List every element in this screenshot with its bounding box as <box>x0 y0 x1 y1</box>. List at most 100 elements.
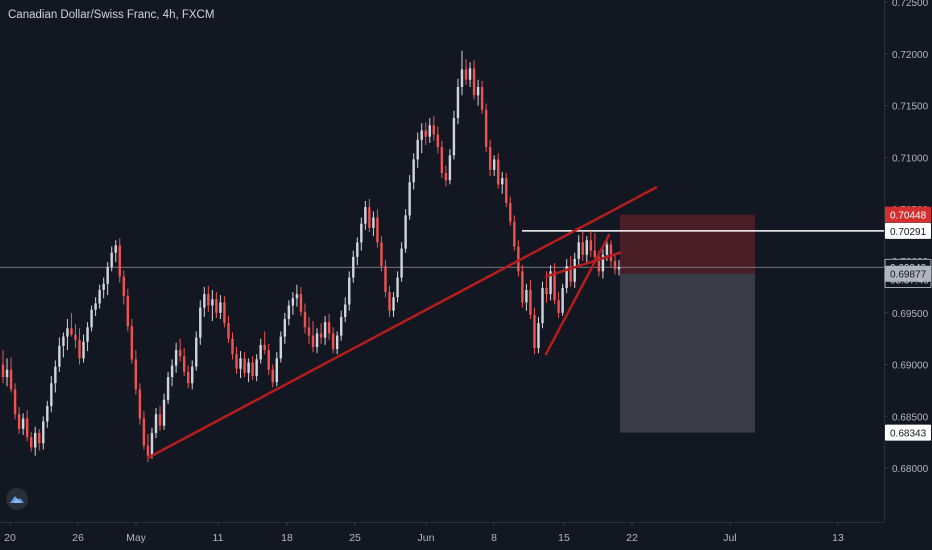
candle <box>589 240 593 251</box>
candle <box>78 339 81 359</box>
candle <box>541 287 544 324</box>
tradingview-logo-icon[interactable] <box>6 488 28 510</box>
candle <box>581 242 584 255</box>
candle <box>533 314 536 348</box>
candle <box>34 432 37 448</box>
candle <box>98 290 101 304</box>
candle <box>122 276 125 297</box>
price-label-text: 0.68343 <box>890 429 927 440</box>
candle <box>497 159 500 185</box>
price-label[interactable]: 0.70291 <box>885 222 931 239</box>
candle <box>247 362 250 373</box>
candle <box>557 300 560 313</box>
candle <box>174 350 178 366</box>
candle <box>162 399 166 426</box>
candle <box>319 333 323 338</box>
candle <box>231 338 234 355</box>
candle <box>58 345 61 367</box>
candle <box>1 364 5 377</box>
candle <box>609 244 613 261</box>
candle <box>29 437 33 448</box>
candle <box>452 118 456 156</box>
price-label[interactable]: 0.68343 <box>885 424 931 441</box>
candle <box>368 207 371 228</box>
candle <box>339 316 343 336</box>
candle <box>54 366 57 384</box>
candle <box>178 350 182 357</box>
time-axis[interactable]: 20 26 May 11 18 25 Jun 8 15 22 Jul 13 <box>4 522 844 544</box>
candle <box>468 68 472 80</box>
candle <box>597 256 601 272</box>
candle <box>327 322 331 334</box>
candle <box>158 414 162 426</box>
candle <box>182 356 186 372</box>
candle <box>344 304 347 317</box>
candle <box>46 406 49 422</box>
candle <box>505 178 508 203</box>
candle <box>404 215 407 249</box>
candle <box>303 311 307 328</box>
candle <box>62 336 65 346</box>
candle <box>408 182 411 216</box>
candle <box>223 302 226 324</box>
candle <box>17 414 21 429</box>
price-label[interactable]: 0.69877 <box>885 265 931 282</box>
candle <box>295 294 299 299</box>
candle <box>307 327 311 336</box>
price-label[interactable]: 0.70448 <box>885 206 931 223</box>
candle <box>384 266 387 293</box>
y-tick-label: 0.72500 <box>892 0 929 9</box>
x-tick-label: 25 <box>349 532 361 544</box>
candle <box>130 326 134 360</box>
candle <box>432 125 436 135</box>
candle <box>70 328 73 335</box>
candle <box>613 261 617 270</box>
x-tick-label: 13 <box>832 532 844 544</box>
y-tick-label: 0.72000 <box>892 50 929 61</box>
candle <box>577 242 580 259</box>
candle <box>352 256 355 278</box>
candle <box>464 69 468 80</box>
y-tick-label: 0.68000 <box>892 464 929 475</box>
x-tick-label: 26 <box>72 532 84 544</box>
candle <box>267 350 270 370</box>
candle <box>605 244 609 255</box>
price-label-box <box>885 206 931 223</box>
candle <box>271 369 274 383</box>
price-label-box <box>885 424 931 441</box>
candle <box>283 319 287 337</box>
stop-loss-zone[interactable] <box>620 214 755 274</box>
candle <box>82 341 85 359</box>
candle <box>235 354 238 369</box>
trendline-1[interactable] <box>146 186 658 460</box>
candle <box>573 258 576 282</box>
candle <box>420 130 423 140</box>
candle <box>529 290 532 315</box>
take-profit-zone[interactable] <box>620 273 755 433</box>
candle <box>424 130 427 137</box>
candle <box>154 414 158 433</box>
candle <box>239 358 242 369</box>
trendline-2[interactable] <box>544 233 611 356</box>
candle <box>299 294 303 312</box>
candle <box>416 139 419 160</box>
candle <box>110 252 113 268</box>
y-tick-label: 0.68500 <box>892 412 929 423</box>
candle <box>521 271 524 303</box>
candle <box>21 418 25 429</box>
candle <box>195 337 198 367</box>
y-tick-label: 0.71000 <box>892 153 929 164</box>
candle <box>279 336 283 359</box>
candle <box>372 217 375 228</box>
trendline-3[interactable] <box>544 251 622 278</box>
x-tick-label: May <box>126 532 147 544</box>
candle <box>331 333 335 350</box>
candle <box>114 245 117 253</box>
x-tick-label: 15 <box>558 532 570 544</box>
candle <box>428 125 431 137</box>
x-tick-label: 20 <box>4 532 16 544</box>
candle <box>553 271 556 301</box>
candle <box>150 432 154 456</box>
candle <box>191 366 194 384</box>
